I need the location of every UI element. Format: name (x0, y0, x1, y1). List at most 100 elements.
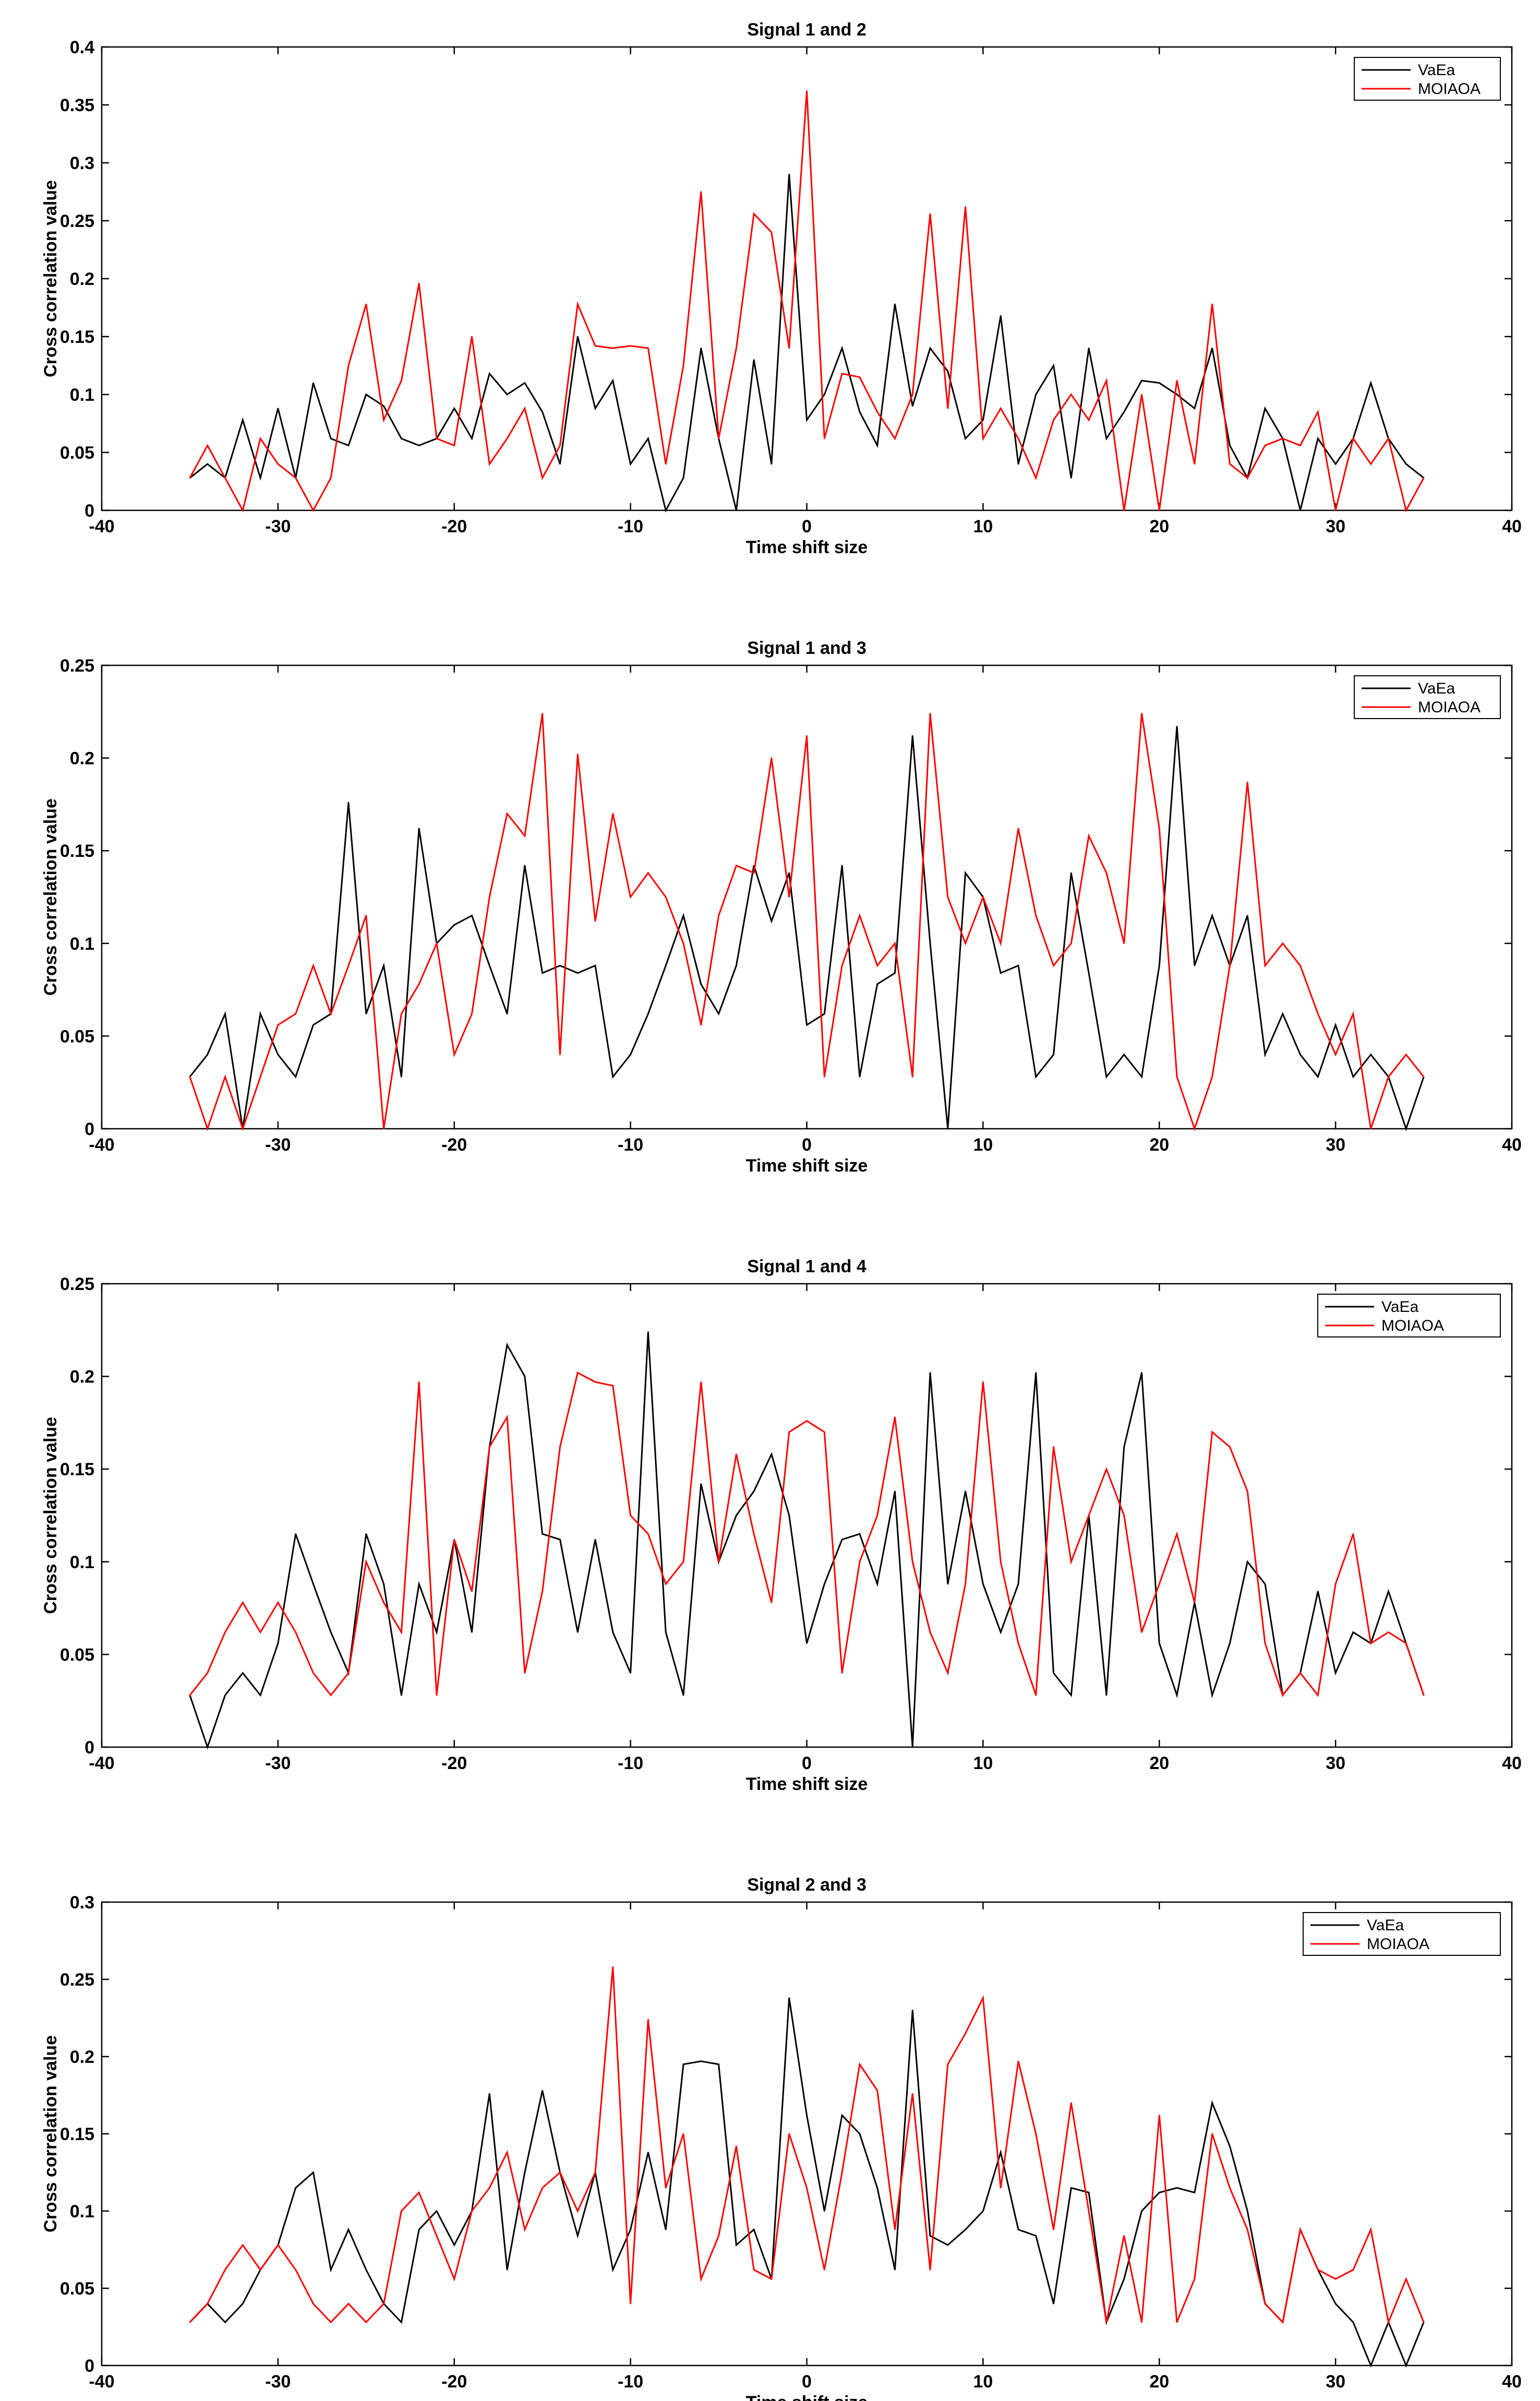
data-point-vaea (365, 2269, 367, 2271)
y-tick-label: 0.2 (70, 269, 94, 289)
data-point-vaea (277, 1642, 279, 1644)
data-point-moiaoa (1229, 463, 1231, 465)
x-tick-label: 40 (1502, 2372, 1522, 2392)
data-point-vaea (647, 438, 649, 439)
data-point-moiaoa (700, 2278, 702, 2280)
data-point-vaea (1176, 2187, 1178, 2189)
data-point-moiaoa (436, 942, 438, 945)
data-point-vaea (1282, 1013, 1283, 1014)
data-point-vaea (506, 1013, 508, 1014)
data-point-moiaoa (471, 1591, 473, 1592)
data-point-moiaoa (259, 1076, 261, 1078)
data-point-vaea (1123, 1054, 1125, 1056)
data-point-moiaoa (929, 1631, 931, 1633)
data-point-vaea (242, 1672, 244, 1674)
data-point-moiaoa (471, 2210, 473, 2212)
data-point-moiaoa (876, 411, 878, 413)
data-point-moiaoa (383, 1128, 384, 1130)
y-tick-label: 0.25 (60, 1274, 94, 1294)
x-tick-label: -40 (89, 2372, 114, 2392)
data-point-moiaoa (1211, 1076, 1213, 1078)
x-tick-label: -20 (441, 1753, 467, 1773)
data-point-vaea (312, 2171, 314, 2173)
data-point-moiaoa (1405, 509, 1407, 511)
data-point-vaea (753, 2229, 755, 2230)
data-point-moiaoa (295, 1013, 296, 1014)
data-point-vaea (612, 2269, 614, 2271)
data-point-vaea (506, 2269, 508, 2271)
data-point-vaea (1053, 2303, 1054, 2304)
data-point-moiaoa (489, 463, 490, 465)
data-point-moiaoa (1352, 1533, 1354, 1535)
data-point-vaea (577, 972, 579, 974)
data-point-vaea (559, 463, 561, 465)
data-point-vaea (1159, 965, 1160, 966)
data-point-moiaoa (771, 232, 773, 233)
y-tick-label: 0.1 (70, 385, 94, 405)
data-point-vaea (506, 393, 508, 396)
data-point-vaea (1035, 393, 1037, 396)
data-point-vaea (489, 965, 490, 966)
data-point-moiaoa (1370, 2229, 1371, 2230)
data-point-moiaoa (347, 1672, 350, 1674)
data-point-vaea (806, 419, 808, 421)
data-point-moiaoa (1334, 509, 1337, 511)
y-tick-label: 0 (85, 1119, 94, 1139)
data-point-moiaoa (365, 915, 367, 916)
y-tick-label: 0.15 (60, 1460, 94, 1479)
data-point-vaea (894, 303, 896, 305)
data-point-moiaoa (1000, 408, 1002, 409)
data-point-vaea (1000, 315, 1002, 317)
data-point-moiaoa (453, 2278, 455, 2280)
data-point-moiaoa (277, 2244, 279, 2246)
y-tick-label: 0 (85, 501, 94, 521)
data-point-vaea (1264, 1583, 1266, 1585)
data-point-moiaoa (1282, 2321, 1283, 2323)
data-point-vaea (1405, 1128, 1407, 1130)
data-point-moiaoa (630, 345, 631, 347)
data-point-moiaoa (224, 1076, 226, 1078)
x-tick-label: 0 (802, 2372, 812, 2392)
data-point-vaea (224, 2321, 226, 2323)
data-point-vaea (647, 1013, 649, 1014)
data-point-vaea (1211, 348, 1213, 349)
data-point-moiaoa (365, 2321, 367, 2323)
data-point-vaea (788, 1514, 790, 1516)
data-point-vaea (1088, 2192, 1090, 2193)
data-point-vaea (1176, 1694, 1178, 1696)
data-point-vaea (330, 1631, 332, 1633)
data-point-moiaoa (542, 2187, 543, 2189)
data-point-vaea (1246, 1561, 1248, 1562)
data-point-moiaoa (1105, 2321, 1108, 2323)
legend-label-vaea: VaEa (1418, 680, 1455, 697)
data-point-vaea (1159, 2192, 1160, 2193)
data-point-moiaoa (982, 438, 984, 439)
data-point-moiaoa (1141, 2321, 1142, 2323)
data-point-moiaoa (365, 1561, 367, 1562)
y-tick-label: 0.1 (70, 934, 94, 954)
data-point-moiaoa (894, 2229, 896, 2230)
data-point-moiaoa (824, 438, 825, 439)
data-point-vaea (965, 2229, 966, 2230)
data-point-vaea (806, 1024, 808, 1026)
data-point-vaea (929, 348, 931, 349)
data-point-moiaoa (1405, 1642, 1407, 1644)
data-point-vaea (824, 1583, 825, 1585)
data-point-moiaoa (665, 2187, 667, 2189)
data-point-moiaoa (1300, 965, 1301, 966)
data-point-vaea (859, 411, 861, 413)
data-point-vaea (1352, 2321, 1354, 2323)
data-point-vaea (665, 965, 667, 966)
x-axis-label: Time shift size (746, 2393, 868, 2401)
data-point-moiaoa (1194, 2278, 1196, 2280)
y-tick-label: 0.2 (70, 1367, 94, 1387)
data-point-moiaoa (1194, 1128, 1196, 1130)
plot-area (101, 1283, 1513, 1748)
data-point-vaea (647, 1331, 649, 1333)
data-point-vaea (1317, 1591, 1319, 1592)
data-point-moiaoa (841, 1672, 843, 1674)
data-point-vaea (1405, 463, 1407, 465)
data-point-moiaoa (894, 942, 896, 945)
data-point-vaea (1370, 382, 1371, 384)
